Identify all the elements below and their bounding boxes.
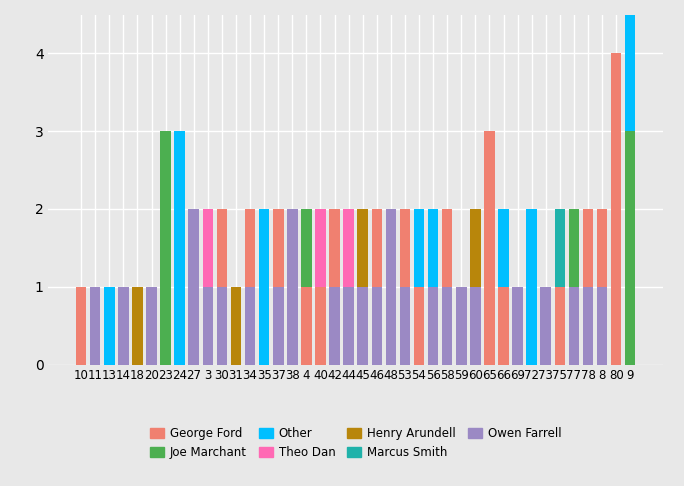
Bar (343, 209, 354, 287)
Bar (104, 287, 115, 364)
Bar (414, 209, 424, 287)
Bar (160, 131, 171, 364)
Bar (315, 287, 326, 364)
Bar (399, 209, 410, 287)
Bar (625, 0, 635, 131)
Bar (358, 209, 368, 287)
Bar (315, 209, 326, 287)
Bar (202, 287, 213, 364)
Bar (625, 131, 635, 364)
Legend: George Ford, Joe Marchant, Other, Theo Dan, Henry Arundell, Marcus Smith, Owen F: George Ford, Joe Marchant, Other, Theo D… (145, 422, 566, 464)
Bar (174, 131, 185, 364)
Bar (555, 209, 565, 287)
Bar (189, 209, 199, 364)
Bar (231, 287, 241, 364)
Bar (146, 287, 157, 364)
Bar (428, 209, 438, 287)
Bar (399, 287, 410, 364)
Bar (371, 209, 382, 287)
Bar (301, 287, 312, 364)
Bar (498, 209, 509, 287)
Bar (540, 287, 551, 364)
Bar (470, 287, 481, 364)
Bar (371, 287, 382, 364)
Bar (583, 209, 593, 287)
Bar (512, 287, 523, 364)
Bar (301, 209, 312, 287)
Bar (343, 287, 354, 364)
Bar (596, 209, 607, 287)
Bar (329, 287, 340, 364)
Bar (386, 209, 396, 364)
Bar (583, 287, 593, 364)
Bar (611, 53, 622, 364)
Bar (90, 287, 101, 364)
Bar (273, 287, 284, 364)
Bar (245, 287, 255, 364)
Bar (568, 209, 579, 287)
Bar (428, 287, 438, 364)
Bar (358, 287, 368, 364)
Bar (596, 287, 607, 364)
Bar (414, 287, 424, 364)
Bar (442, 287, 453, 364)
Bar (568, 287, 579, 364)
Bar (527, 209, 537, 364)
Bar (484, 131, 495, 364)
Bar (217, 209, 227, 287)
Bar (76, 287, 86, 364)
Bar (202, 209, 213, 287)
Bar (259, 209, 269, 364)
Bar (456, 287, 466, 364)
Bar (217, 287, 227, 364)
Bar (498, 287, 509, 364)
Bar (287, 209, 298, 364)
Bar (555, 287, 565, 364)
Bar (329, 209, 340, 287)
Bar (470, 209, 481, 287)
Bar (245, 209, 255, 287)
Bar (132, 287, 143, 364)
Bar (442, 209, 453, 287)
Bar (118, 287, 129, 364)
Bar (273, 209, 284, 287)
